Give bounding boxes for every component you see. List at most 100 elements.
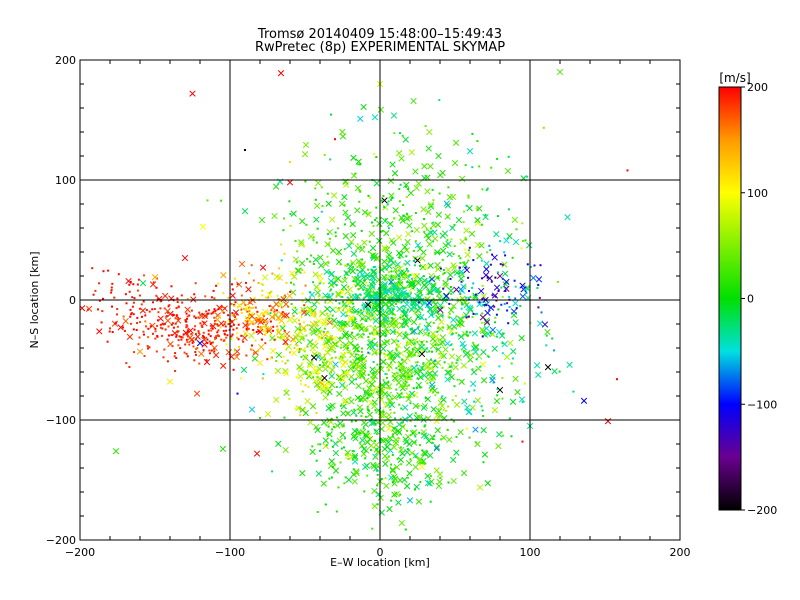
data-point-dot [154, 330, 157, 333]
data-point-dot [468, 246, 471, 249]
data-point-dot [496, 335, 498, 338]
data-point-x [413, 226, 420, 234]
data-point-dot [365, 329, 368, 332]
data-point-dot [481, 312, 484, 315]
data-point-dot [433, 359, 436, 362]
data-point-dot [301, 292, 304, 295]
data-point-dot [480, 405, 483, 408]
data-point-dot [422, 363, 425, 365]
data-point-dot [501, 263, 504, 266]
data-point-dot [431, 188, 434, 191]
data-point-x [401, 311, 409, 318]
data-point-dot [398, 396, 401, 399]
data-point-dot [218, 335, 220, 338]
data-point-dot [343, 248, 346, 251]
data-point-dot [244, 303, 247, 306]
data-point-dot [405, 293, 408, 296]
data-point-x [332, 440, 339, 447]
data-point-dot [216, 314, 219, 317]
data-point-x [519, 282, 526, 289]
data-point-dot [351, 311, 354, 314]
data-point-x [388, 301, 396, 308]
data-point-x [450, 316, 457, 324]
data-point-x [509, 398, 517, 405]
data-point-dot [298, 349, 301, 352]
data-point-dot [407, 476, 410, 479]
data-point-x [299, 218, 306, 225]
data-point-dot [328, 293, 331, 296]
data-point-dot [177, 306, 180, 309]
data-point-x [418, 314, 425, 321]
data-point-dot [501, 342, 504, 345]
data-point-x [313, 320, 320, 327]
data-point-dot [356, 282, 359, 285]
data-point-x [309, 403, 317, 410]
data-point-dot [397, 345, 400, 348]
data-point-x [533, 362, 541, 369]
data-point-dot [350, 262, 353, 265]
data-point-dot [265, 323, 268, 326]
data-point-dot [467, 276, 470, 279]
data-point-x [474, 217, 481, 224]
data-point-dot [318, 364, 321, 367]
data-point-x [470, 345, 478, 352]
data-point-dot [278, 267, 281, 270]
data-point-dot [393, 411, 396, 414]
data-point-x [325, 380, 332, 388]
data-point-dot [197, 316, 200, 319]
colorbar-tick-label: 0 [747, 293, 754, 306]
data-point-dot [236, 336, 239, 339]
data-point-dot [376, 447, 379, 450]
data-point-dot [344, 476, 347, 479]
data-point-x [506, 233, 513, 240]
data-point-dot [242, 340, 245, 343]
data-point-x [282, 301, 290, 308]
data-point-x [367, 295, 374, 302]
data-point-dot [411, 277, 413, 280]
data-point-dot [225, 329, 228, 332]
data-point-x [233, 353, 240, 361]
data-point-x [368, 392, 375, 399]
data-point-dot [286, 359, 289, 362]
data-point-dot [305, 334, 308, 337]
data-point-dot [107, 269, 110, 272]
data-point-dot [418, 386, 421, 389]
data-point-x [308, 311, 316, 318]
data-point-x [604, 418, 612, 425]
data-point-dot [192, 345, 195, 348]
data-point-x [372, 326, 379, 333]
data-point-dot [414, 361, 417, 364]
data-point-dot [333, 463, 336, 466]
data-point-dot [94, 289, 97, 292]
data-point-x [342, 358, 349, 366]
data-point-dot [331, 428, 334, 431]
data-point-dot [472, 259, 475, 262]
data-point-dot [387, 200, 390, 203]
data-point-dot [289, 161, 291, 163]
data-point-dot [296, 344, 299, 347]
data-point-dot [398, 437, 401, 440]
data-point-dot [275, 360, 278, 362]
data-point-x [483, 325, 490, 332]
data-point-dot [255, 319, 257, 322]
data-point-dot [132, 328, 135, 331]
data-point-dot [269, 334, 272, 336]
data-point-dot [445, 409, 448, 412]
data-point-x [291, 273, 298, 280]
data-point-dot [206, 338, 209, 341]
data-point-dot [467, 390, 470, 393]
data-point-x [439, 334, 446, 341]
data-point-dot [222, 329, 225, 332]
data-point-x [442, 282, 449, 289]
data-point-x [444, 376, 451, 383]
data-point-dot [414, 412, 417, 415]
data-point-x [457, 428, 464, 436]
data-point-dot [141, 315, 143, 318]
data-point-dot [486, 187, 489, 190]
data-point-dot [396, 300, 399, 303]
data-point-dot [212, 310, 215, 313]
data-point-dot [374, 325, 377, 328]
data-point-x [411, 429, 418, 436]
data-point-dot [320, 186, 323, 189]
data-point-dot [377, 258, 380, 261]
